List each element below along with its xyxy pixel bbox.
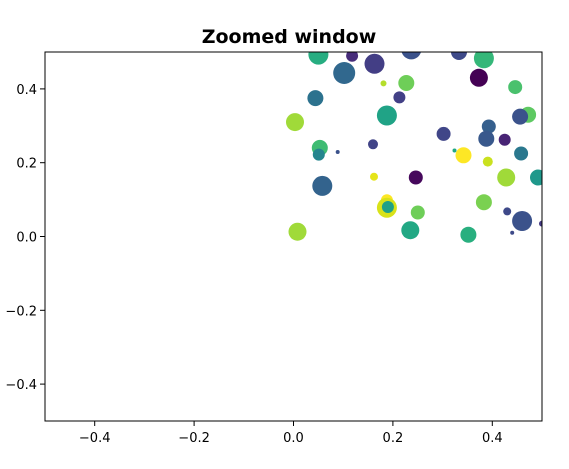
scatter-point-31 xyxy=(370,172,378,181)
scatter-point-9 xyxy=(398,75,415,91)
x-tick-label: 0.2 xyxy=(383,431,404,446)
y-tick-label: −0.4 xyxy=(5,378,37,393)
scatter-point-32 xyxy=(408,170,423,185)
scatter-point-34 xyxy=(530,169,542,186)
scatter-point-10 xyxy=(380,80,387,87)
scatter-point-39 xyxy=(410,205,425,220)
scatter-point-8 xyxy=(333,62,356,84)
x-tick-label: −0.4 xyxy=(79,431,111,446)
scatter-point-42 xyxy=(539,220,542,227)
scatter-point-6 xyxy=(473,52,494,69)
scatter-point-16 xyxy=(512,108,529,125)
scatter-point-20 xyxy=(478,130,495,147)
scatter-point-18 xyxy=(481,119,496,134)
scatter-point-11 xyxy=(508,80,523,95)
plot-frame xyxy=(44,51,543,422)
scatter-point-7 xyxy=(469,68,488,87)
y-tick-label: 0.0 xyxy=(16,231,37,246)
scatter-point-43 xyxy=(510,230,515,235)
scatter-point-41 xyxy=(512,211,533,231)
scatter-point-44 xyxy=(288,222,307,241)
x-tick-label: 0.4 xyxy=(482,431,503,446)
scatter-point-5 xyxy=(451,52,467,60)
scatter-point-27 xyxy=(455,147,472,164)
scatter-point-21 xyxy=(498,133,511,146)
scatter-point-36 xyxy=(475,194,492,211)
scatter-point-40 xyxy=(503,207,512,216)
scatter-point-2 xyxy=(346,52,359,62)
scatter-point-29 xyxy=(514,146,529,161)
y-tick-label: −0.2 xyxy=(5,304,37,319)
chart-title: Zoomed window xyxy=(202,26,377,48)
scatter-markers xyxy=(286,52,542,243)
y-tick-label: 0.2 xyxy=(16,157,37,172)
scatter-point-30 xyxy=(312,175,333,196)
scatter-point-38 xyxy=(381,201,394,213)
x-tick-label: −0.2 xyxy=(178,431,210,446)
scatter-point-12 xyxy=(307,90,324,107)
scatter-point-4 xyxy=(401,52,421,60)
x-tick-label: 0.0 xyxy=(283,431,304,446)
scatter-point-24 xyxy=(312,148,325,161)
scatter-point-33 xyxy=(497,168,516,187)
y-tick-label: 0.4 xyxy=(16,83,37,98)
scatter-point-14 xyxy=(376,105,397,126)
scatter-point-26 xyxy=(452,148,457,153)
scatter-point-1 xyxy=(308,52,329,65)
scatter-point-17 xyxy=(286,113,304,132)
scatter-point-45 xyxy=(401,221,420,240)
scatter-point-28 xyxy=(482,156,493,167)
scatter-point-46 xyxy=(460,226,477,243)
axis-ticks: −0.4 −0.2 0.0 0.2 0.4 −0.4 −0.2 0.0 0.2 0.4 xyxy=(5,83,502,446)
scatter-point-25 xyxy=(335,150,340,154)
scatter-point-22 xyxy=(368,139,378,150)
scatter-point-3 xyxy=(364,53,385,74)
scatter-point-19 xyxy=(436,126,451,141)
scatter-point-13 xyxy=(393,91,406,104)
